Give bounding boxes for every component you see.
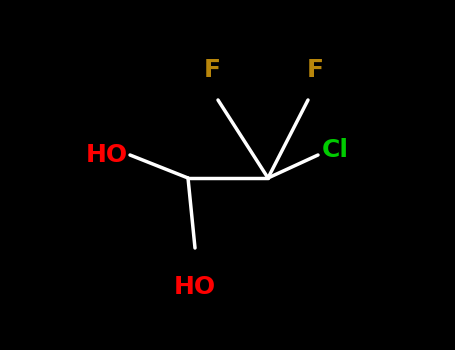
Text: HO: HO — [174, 275, 216, 299]
Text: HO: HO — [86, 143, 128, 167]
Text: F: F — [307, 58, 324, 82]
Text: F: F — [203, 58, 221, 82]
Text: Cl: Cl — [322, 138, 349, 162]
